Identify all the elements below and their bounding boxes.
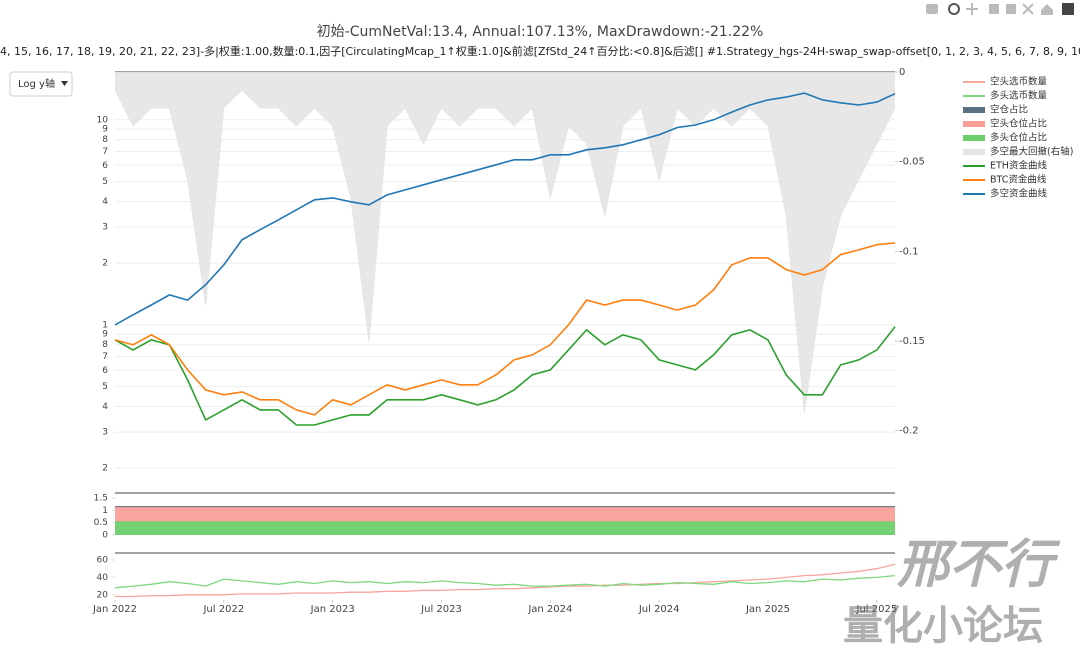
y-tick-label: 1 — [102, 320, 108, 330]
series-line — [114, 326, 896, 426]
y-tick-label: 7 — [102, 147, 108, 157]
legend-label: ETH资金曲线 — [990, 160, 1047, 172]
reset-icon[interactable] — [1041, 4, 1053, 15]
pan-icon[interactable] — [966, 3, 978, 15]
y-tick-label: 1.5 — [94, 493, 108, 503]
plotly-logo[interactable] — [1062, 3, 1074, 15]
x-tick-label: Jul 2023 — [420, 604, 462, 615]
log-toggle[interactable]: Log y轴 — [9, 71, 73, 97]
y-tick-label: 40 — [97, 573, 109, 583]
series-line — [114, 242, 896, 416]
y-tick-label: 8 — [102, 135, 108, 145]
y-tick-label: 3 — [102, 428, 108, 438]
y2-tick-label: -0.1 — [899, 246, 919, 257]
legend-label: 多空最大回撤(右轴) — [990, 146, 1073, 158]
x-tick-label: Jul 2024 — [638, 604, 680, 615]
series-line — [114, 92, 896, 326]
watermark: 邢不行 — [896, 535, 1061, 595]
autoscale-icon[interactable] — [1022, 3, 1034, 15]
legend-label: 多空资金曲线 — [990, 188, 1048, 200]
x-tick-label: Jan 2024 — [527, 604, 572, 615]
watermark: 量化小论坛 — [843, 603, 1043, 649]
y-tick-label: 2 — [102, 259, 108, 269]
y-tick-label: 7 — [102, 352, 108, 362]
drawdown-line — [114, 89, 896, 413]
y-tick-label: 0 — [102, 531, 108, 541]
legend-swatch — [963, 107, 985, 113]
dropdown-box[interactable] — [9, 71, 73, 97]
series-line — [115, 563, 896, 598]
y2-tick-label: -0.2 — [899, 426, 919, 437]
x-tick-label: Jan 2023 — [310, 604, 355, 615]
y-tick-label: 2 — [102, 464, 108, 474]
y-tick-label: 6 — [102, 366, 108, 376]
y2-tick-label: -0.15 — [899, 336, 925, 347]
x-tick-label: Jul 2022 — [202, 604, 244, 615]
chart-subtitle: 4, 15, 16, 17, 18, 19, 20, 21, 22, 23]-多… — [0, 44, 1080, 58]
x-tick-label: Jan 2025 — [745, 604, 790, 615]
y-tick-label: 9 — [102, 330, 108, 340]
y-tick-label: 9 — [102, 125, 108, 135]
toolbar — [926, 3, 1074, 15]
y2-tick-label: 0 — [899, 67, 905, 78]
legend-label: 空仓占比 — [990, 104, 1028, 116]
dropdown-arrow[interactable] — [61, 81, 68, 86]
x-tick-label: Jul 2025 — [856, 604, 898, 615]
y-tick-label: 0.5 — [94, 518, 108, 528]
y-tick-label: 1 — [102, 506, 108, 516]
y-tick-label: 60 — [97, 555, 109, 565]
x-tick-label: Jan 2022 — [92, 604, 137, 615]
y-tick-label: 3 — [102, 223, 108, 233]
y-tick-label: 4 — [102, 197, 108, 207]
y-tick-label: 5 — [102, 382, 108, 392]
legend-label: 多头仓位占比 — [990, 132, 1047, 144]
series-line — [114, 574, 896, 589]
zoom-in-icon[interactable] — [989, 4, 999, 14]
y-tick-label: 5 — [102, 177, 108, 187]
dropdown-label[interactable]: Log y轴 — [18, 77, 55, 90]
camera-icon[interactable] — [926, 4, 938, 14]
y2-tick-label: -0.05 — [899, 157, 925, 168]
legend-swatch — [963, 121, 985, 127]
zoom-icon[interactable] — [948, 3, 960, 15]
y-tick-label: 10 — [97, 115, 109, 125]
legend-swatch — [963, 135, 985, 141]
legend-label: 空头选币数量 — [990, 76, 1048, 88]
legend-swatch — [963, 149, 985, 155]
area-fill — [115, 521, 895, 535]
legend-label: BTC资金曲线 — [990, 174, 1047, 186]
chart-title: 初始-CumNetVal:13.4, Annual:107.13%, MaxDr… — [317, 23, 764, 40]
y-tick-label: 20 — [97, 590, 109, 600]
y-tick-label: 8 — [102, 340, 108, 350]
area-fill — [115, 72, 895, 413]
y-tick-label: 4 — [102, 402, 108, 412]
plot-area: 23456789123456789100-0.05-0.1-0.15-0.200… — [92, 67, 1073, 615]
legend-label: 多头选币数量 — [990, 90, 1048, 102]
y-tick-label: 6 — [102, 161, 108, 171]
area-fill — [115, 506, 895, 522]
legend-label: 空头仓位占比 — [990, 118, 1047, 130]
zoom-out-icon[interactable] — [1006, 4, 1016, 14]
